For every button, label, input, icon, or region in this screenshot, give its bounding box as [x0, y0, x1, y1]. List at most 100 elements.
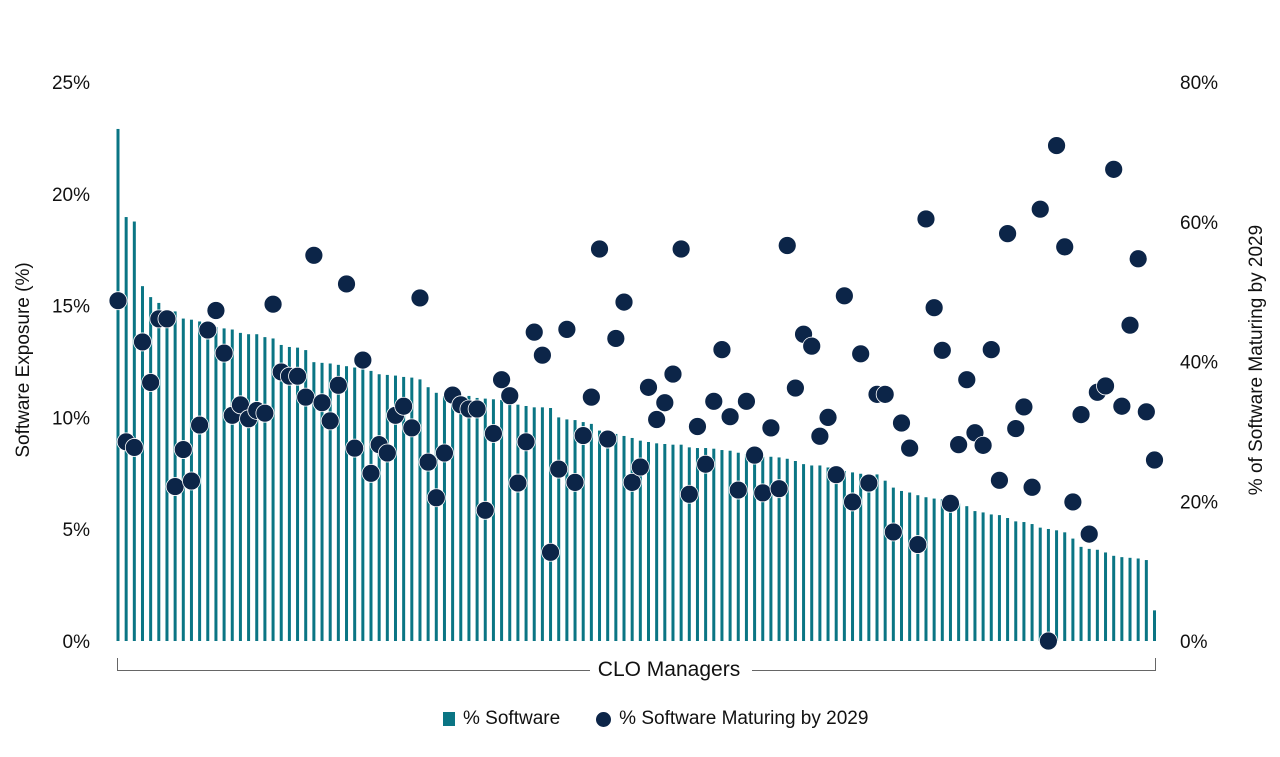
software-bar — [124, 217, 128, 642]
maturing-dot — [924, 298, 944, 318]
software-bar — [418, 379, 422, 641]
maturing-dot — [133, 332, 152, 352]
maturing-dot — [214, 343, 234, 363]
software-bar — [320, 362, 324, 641]
x-axis-bracket — [117, 658, 1156, 671]
maturing-dot — [484, 424, 503, 443]
maturing-dot — [361, 463, 381, 483]
maturing-dot — [737, 391, 756, 411]
maturing-dot — [941, 493, 960, 513]
software-bar — [336, 364, 340, 641]
right-tick-label: 20% — [1180, 492, 1218, 513]
right-tick-label: 40% — [1180, 353, 1218, 374]
software-bar — [1006, 518, 1010, 641]
software-bar — [671, 444, 675, 641]
software-bar — [973, 511, 977, 641]
software-bar — [173, 311, 177, 641]
maturing-dot — [892, 413, 911, 433]
maturing-dot — [312, 393, 332, 413]
software-bar — [1038, 527, 1042, 641]
software-bar — [255, 334, 259, 641]
software-bar — [581, 422, 585, 641]
maturing-dot — [541, 542, 560, 562]
software-bar — [663, 444, 667, 641]
dot-series — [108, 136, 1164, 651]
software-bar — [532, 407, 536, 641]
maturing-dot — [288, 366, 307, 386]
maturing-dot — [320, 411, 340, 431]
maturing-dot — [949, 435, 969, 455]
software-bar — [736, 452, 740, 641]
software-bar — [165, 310, 169, 641]
software-bar — [940, 499, 944, 641]
maturing-dot — [696, 454, 716, 474]
maturing-dot — [900, 438, 920, 458]
software-bar — [296, 347, 300, 641]
software-bar — [655, 443, 659, 641]
software-bar — [1153, 610, 1156, 641]
maturing-dot — [614, 292, 634, 312]
software-bar — [434, 392, 438, 641]
software-bar — [271, 338, 275, 641]
maturing-dot — [712, 340, 732, 360]
legend: % Software % Software Maturing by 2029 — [443, 708, 868, 730]
maturing-dot — [1063, 492, 1083, 512]
software-bar — [932, 498, 936, 641]
maturing-dot — [141, 373, 161, 392]
software-bar — [753, 455, 757, 641]
software-bar — [1014, 521, 1018, 641]
software-bar — [132, 221, 136, 641]
maturing-dot — [108, 291, 128, 311]
maturing-dot — [508, 473, 528, 493]
maturing-dot — [337, 274, 356, 294]
maturing-dot — [704, 391, 724, 411]
software-bar — [491, 399, 495, 641]
maturing-dot — [843, 492, 862, 512]
software-bar — [899, 490, 903, 641]
maturing-dot — [410, 288, 430, 308]
bar-series — [116, 128, 1156, 642]
maturing-dot — [769, 479, 789, 499]
software-bar — [720, 450, 724, 641]
software-bar — [924, 497, 928, 641]
maturing-dot — [598, 429, 618, 449]
software-bar — [540, 407, 544, 641]
software-bar — [777, 457, 781, 641]
maturing-dot — [182, 471, 201, 491]
software-bar — [1112, 555, 1116, 641]
software-bar — [1055, 530, 1059, 641]
software-bar — [826, 467, 830, 641]
maturing-dot — [622, 472, 642, 492]
software-bar — [646, 441, 650, 641]
software-bar — [140, 286, 144, 641]
software-bar — [304, 350, 308, 641]
maturing-dot — [663, 364, 683, 384]
maturing-dot — [1145, 450, 1164, 470]
maturing-dot — [859, 473, 879, 493]
software-bar — [916, 495, 920, 641]
software-bar — [842, 471, 846, 641]
software-bar — [573, 420, 577, 641]
software-bar — [1095, 549, 1099, 641]
software-bar — [1030, 524, 1034, 641]
software-bar — [859, 473, 863, 641]
maturing-dot — [777, 236, 797, 255]
left-tick-label: 0% — [63, 632, 91, 653]
software-bar — [810, 465, 814, 641]
maturing-dot — [630, 457, 650, 477]
software-bar — [410, 377, 414, 641]
left-axis-title: Software Exposure (%) — [13, 262, 34, 457]
maturing-dot — [1112, 396, 1132, 416]
maturing-dot — [1022, 477, 1042, 497]
maturing-dot — [549, 459, 569, 479]
maturing-dot — [573, 426, 593, 445]
maturing-dot — [581, 387, 601, 407]
software-bar — [385, 374, 389, 641]
software-bar — [426, 387, 430, 641]
maturing-dot — [557, 319, 577, 339]
maturing-dot — [377, 443, 397, 463]
software-bar — [516, 404, 520, 641]
software-bar — [867, 474, 871, 641]
maturing-dot — [328, 375, 348, 395]
maturing-dot — [173, 440, 193, 459]
